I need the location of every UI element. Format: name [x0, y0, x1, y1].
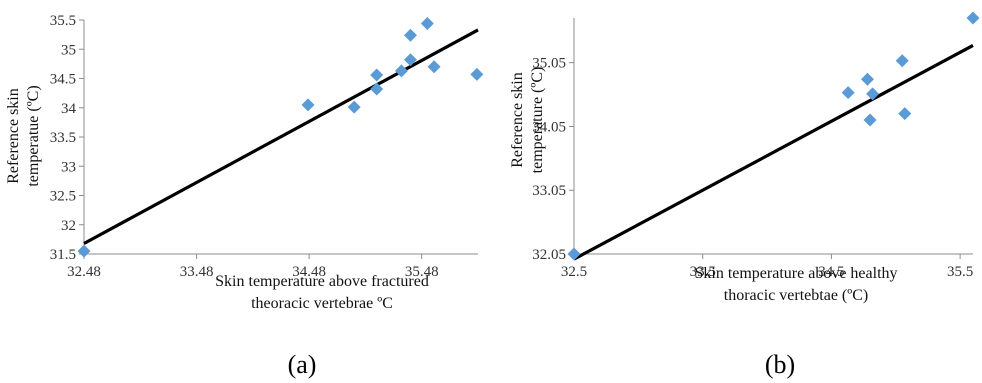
- y-tick-label: 35.5: [50, 13, 76, 29]
- chart-panel-b: 32.05 33.05 34.05 35.05 32.5 33.5 34.5 35.5 Refe…: [509, 11, 980, 379]
- x-tick-label: 35.5: [947, 264, 973, 280]
- x-tick-label: 32.5: [561, 264, 587, 280]
- x-tick-label: 32.48: [67, 264, 101, 280]
- data-point: [895, 54, 909, 68]
- y-tick-label: 33.5: [50, 130, 76, 146]
- data-point: [370, 82, 384, 96]
- data-point: [403, 28, 417, 42]
- y-tick-label: 33.05: [532, 183, 566, 199]
- x-axis-label: Skin temperature above healthy: [694, 265, 897, 282]
- trendline: [83, 28, 479, 245]
- y-axis-label: Reference skin: [5, 88, 22, 184]
- data-point: [898, 107, 912, 121]
- data-point: [863, 113, 877, 127]
- y-axis-label: temperature (ºC): [529, 67, 546, 174]
- y-axis-label: temperatue (ºC): [25, 85, 42, 186]
- data-point: [567, 247, 581, 261]
- y-axis-label: Reference skin: [509, 72, 526, 168]
- data-point: [77, 244, 91, 258]
- panel-label: (b): [765, 350, 795, 379]
- data-point: [347, 100, 361, 114]
- x-tick-label: 33.5: [690, 264, 716, 280]
- y-tick-label: 35.05: [532, 56, 566, 72]
- data-point: [841, 86, 855, 100]
- data-point: [403, 53, 417, 67]
- data-point: [394, 64, 408, 78]
- data-point: [427, 60, 441, 74]
- data-point: [470, 67, 484, 81]
- y-tick-label: 31.5: [50, 247, 76, 263]
- y-tick-label: 32: [61, 218, 76, 234]
- data-point: [866, 87, 880, 101]
- data-point: [966, 11, 980, 25]
- x-tick-label: 35.48: [405, 264, 439, 280]
- x-axis-label: Skin temperature above fractured: [215, 273, 429, 290]
- chart-panel-a: 31.5 32 32.5 33 33.5 34 34.5 35 35.5 32.48 33.48 34…: [5, 13, 484, 379]
- y-tick-label: 34.05: [532, 119, 566, 135]
- y-tick-label: 32.5: [50, 189, 76, 205]
- data-point: [860, 72, 874, 86]
- x-tick-label: 34.5: [818, 264, 844, 280]
- x-tick-label: 34.48: [292, 264, 326, 280]
- x-tick-label: 33.48: [180, 264, 214, 280]
- x-axis-label: thoracic vertebtae (ºC): [724, 287, 868, 304]
- y-tick-label: 35: [61, 42, 76, 58]
- panel-label: (a): [288, 350, 317, 379]
- data-point: [301, 98, 315, 112]
- y-tick-label: 34.5: [50, 72, 76, 88]
- y-tick-label: 33: [61, 159, 76, 175]
- data-point: [420, 17, 434, 31]
- y-tick-label: 32.05: [532, 247, 566, 263]
- x-axis-label: theoracic vertebrae ºC: [251, 295, 393, 312]
- y-tick-label: 34: [61, 101, 77, 117]
- trendline: [573, 44, 974, 261]
- data-point: [370, 68, 384, 82]
